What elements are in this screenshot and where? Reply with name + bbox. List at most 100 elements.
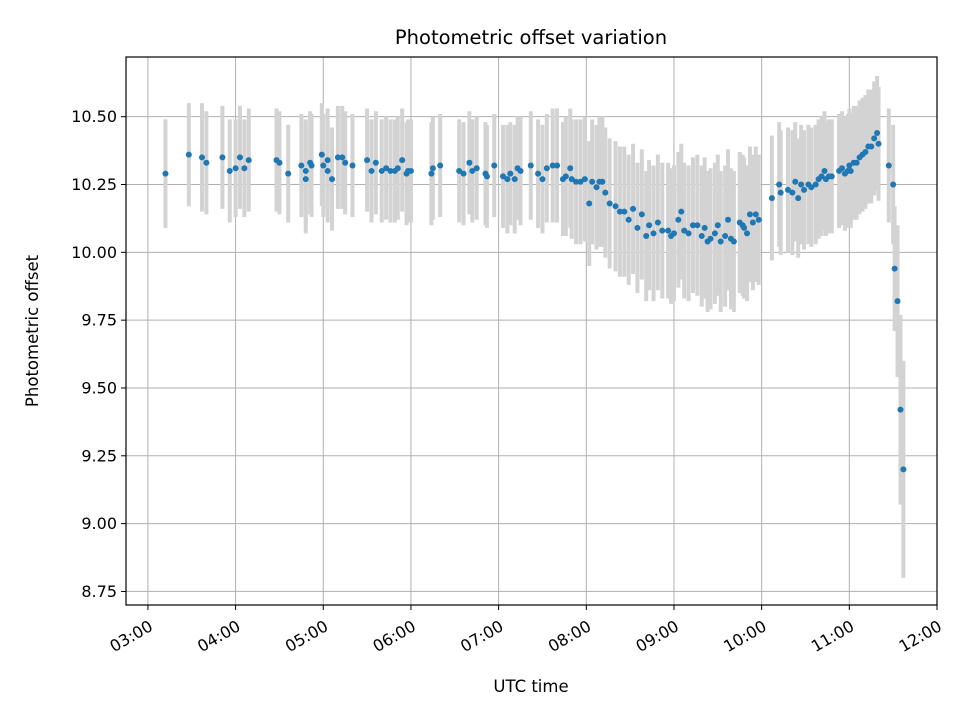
data-point xyxy=(469,167,476,174)
data-point xyxy=(334,154,341,161)
data-point xyxy=(308,162,315,169)
data-point xyxy=(874,129,881,136)
data-point xyxy=(894,298,901,305)
data-point xyxy=(567,165,574,172)
data-point xyxy=(634,224,641,231)
data-point xyxy=(298,162,305,169)
data-point xyxy=(643,233,650,240)
y-axis-ticks: 8.75 9.00 9.25 9.50 9.75 10.00 10.25 10.50 xyxy=(71,107,126,601)
data-point xyxy=(862,148,869,155)
data-point xyxy=(689,222,696,229)
data-point xyxy=(407,167,414,174)
data-point xyxy=(795,195,802,202)
data-point xyxy=(349,162,356,169)
data-point xyxy=(714,222,721,229)
data-point xyxy=(162,170,169,177)
data-point xyxy=(768,195,775,202)
data-point xyxy=(535,170,542,177)
data-point xyxy=(276,159,283,166)
data-point xyxy=(219,154,226,161)
data-point xyxy=(185,151,192,158)
data-point xyxy=(581,176,588,183)
data-point xyxy=(698,233,705,240)
data-point xyxy=(324,167,331,174)
data-point xyxy=(730,238,737,245)
data-point xyxy=(752,211,759,218)
data-point xyxy=(789,189,796,196)
data-point xyxy=(875,140,882,147)
data-point xyxy=(339,154,346,161)
data-point xyxy=(507,170,514,177)
data-point xyxy=(846,162,853,169)
data-point xyxy=(245,157,252,164)
data-point xyxy=(616,208,623,215)
data-point xyxy=(777,189,784,196)
data-point xyxy=(562,173,569,180)
data-point xyxy=(586,200,593,207)
data-point xyxy=(429,165,436,172)
data-point xyxy=(741,224,748,231)
data-point xyxy=(527,162,534,169)
data-point xyxy=(372,159,379,166)
data-point xyxy=(890,181,897,188)
data-point xyxy=(602,189,609,196)
data-point xyxy=(483,173,490,180)
data-point xyxy=(577,178,584,185)
data-point xyxy=(678,208,685,215)
y-axis-label: Photometric offset xyxy=(23,254,42,407)
data-point xyxy=(589,178,596,185)
data-point xyxy=(717,238,724,245)
data-point xyxy=(821,167,828,174)
data-point xyxy=(394,165,401,172)
data-point xyxy=(511,176,518,183)
data-point xyxy=(749,219,756,226)
data-point xyxy=(812,181,819,188)
data-point xyxy=(625,216,632,223)
data-point xyxy=(675,216,682,223)
data-point xyxy=(871,135,878,142)
data-point xyxy=(900,466,907,473)
y-tick-label: 10.50 xyxy=(71,107,117,126)
data-point xyxy=(364,157,371,164)
data-point xyxy=(302,176,309,183)
data-point xyxy=(746,211,753,218)
data-point xyxy=(543,165,550,172)
data-point xyxy=(868,143,875,150)
data-point xyxy=(801,186,808,193)
data-point xyxy=(473,165,480,172)
data-point xyxy=(681,227,688,234)
data-point xyxy=(236,154,243,161)
data-point xyxy=(456,167,463,174)
data-point xyxy=(650,230,657,237)
data-point xyxy=(711,230,718,237)
data-point xyxy=(573,178,580,185)
data-point xyxy=(428,170,435,177)
data-point xyxy=(612,203,619,210)
y-tick-label: 9.75 xyxy=(81,311,117,330)
data-point xyxy=(722,233,729,240)
data-point xyxy=(491,162,498,169)
data-point xyxy=(776,181,783,188)
y-tick-label: 10.00 xyxy=(71,243,117,262)
data-point xyxy=(599,178,606,185)
data-point xyxy=(320,162,327,169)
data-point xyxy=(808,184,815,191)
data-point xyxy=(707,235,714,242)
data-point xyxy=(302,167,309,174)
data-point xyxy=(798,181,805,188)
data-point xyxy=(203,159,210,166)
data-point xyxy=(324,157,331,164)
data-point xyxy=(665,227,672,234)
data-point xyxy=(725,216,732,223)
data-point xyxy=(241,165,248,172)
data-point xyxy=(701,224,708,231)
y-tick-label: 9.25 xyxy=(81,446,117,465)
data-point xyxy=(755,216,762,223)
chart-title: Photometric offset variation xyxy=(395,26,667,49)
data-point xyxy=(539,176,546,183)
data-point xyxy=(437,162,444,169)
data-point xyxy=(554,162,561,169)
data-point xyxy=(399,157,406,164)
data-point xyxy=(568,176,575,183)
